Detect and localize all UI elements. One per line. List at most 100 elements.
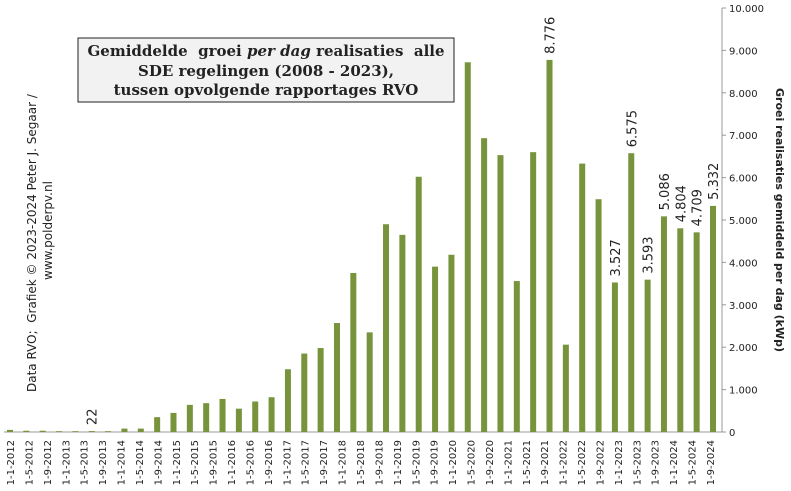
bar: [56, 431, 63, 432]
bar: [530, 152, 537, 432]
bar: [121, 428, 128, 432]
x-tick-label: 1-9-2018: [374, 440, 385, 485]
bar: [235, 408, 242, 432]
x-tick-label: 1-9-2023: [651, 440, 662, 485]
x-tick-label: 1-5-2021: [522, 440, 533, 485]
bar: [660, 216, 667, 432]
bar: [693, 232, 700, 432]
y-tick-label: 5.000: [729, 216, 758, 227]
bar: [611, 282, 618, 432]
x-tick-label: 1-1-2017: [282, 440, 293, 485]
bar: [23, 430, 30, 432]
bar: [105, 431, 112, 432]
x-tick-label: 1-1-2013: [61, 440, 72, 485]
bar: [186, 404, 193, 432]
credit: www.polderpv.nl: [41, 181, 55, 280]
bar: [497, 155, 504, 433]
x-tick-label: 1-9-2015: [209, 440, 220, 485]
value-label: 8.776: [544, 17, 559, 54]
bar: [562, 344, 569, 432]
x-tick-label: 1-5-2018: [356, 440, 367, 485]
y-tick-label: 3.000: [729, 301, 758, 312]
bar: [219, 398, 226, 432]
value-label: 22: [86, 409, 101, 426]
x-tick-label: 1-1-2019: [393, 440, 404, 485]
x-tick-label: 1-9-2016: [264, 440, 275, 485]
x-tick-label: 1-9-2020: [485, 440, 496, 485]
value-label: 4.709: [691, 189, 706, 226]
bar: [677, 228, 684, 432]
value-label: 3.527: [609, 239, 624, 276]
credit: Data RVO; Grafiek © 2023-2024 Peter J. S…: [25, 93, 39, 392]
bar: [268, 397, 275, 432]
bar: [546, 59, 553, 433]
title-box: [77, 37, 455, 103]
y-tick-label: 6.000: [729, 174, 758, 185]
bar: [710, 205, 716, 432]
x-tick-label: 1-5-2019: [411, 440, 422, 485]
bar: [366, 332, 373, 432]
bar: [203, 403, 210, 432]
bar: [88, 431, 95, 432]
y-tick-label: 9.000: [729, 46, 758, 57]
x-tick-label: 1-1-2022: [559, 440, 570, 485]
x-tick-label: 1-9-2022: [595, 440, 606, 485]
x-tick-label: 1-5-2023: [632, 440, 643, 485]
bar: [464, 62, 471, 432]
value-label: 4.804: [674, 185, 689, 222]
bar: [415, 176, 422, 432]
x-tick-label: 1-5-2017: [301, 440, 312, 485]
x-tick-label: 1-9-2017: [319, 440, 330, 485]
x-tick-label: 1-1-2014: [117, 440, 128, 485]
bar: [137, 428, 144, 432]
value-label: 5.332: [707, 163, 722, 200]
bar: [350, 273, 357, 432]
x-tick-label: 1-9-2019: [430, 440, 441, 485]
x-tick-label: 1-1-2015: [172, 440, 183, 485]
x-tick-label: 1-1-2021: [503, 440, 514, 485]
title-part: realisaties alle: [316, 42, 444, 60]
x-tick-label: 1-9-2012: [43, 440, 54, 485]
value-label: 5.086: [658, 173, 673, 210]
bar: [644, 279, 651, 432]
bar: [284, 369, 291, 432]
x-tick-label: 1-1-2012: [6, 440, 17, 485]
x-tick-label: 1-9-2021: [540, 440, 551, 485]
bar: [301, 353, 308, 432]
y-tick-label: 7.000: [729, 131, 758, 142]
title-part: per dag: [247, 42, 311, 60]
bar: [399, 234, 406, 432]
x-tick-label: 1-1-2020: [448, 440, 459, 485]
y-axis-label: Groei realisaties gemiddeld per dag (kWp…: [773, 88, 786, 352]
bar: [252, 401, 259, 432]
bar: [448, 254, 455, 432]
y-tick-label: 10.000: [729, 4, 764, 15]
y-tick-label: 8.000: [729, 89, 758, 100]
bar: [595, 199, 602, 432]
value-label: 6.575: [625, 110, 640, 147]
bar: [39, 430, 46, 432]
chart-title: tussen opvolgende rapportages RVO: [114, 81, 419, 99]
x-tick-label: 1-5-2020: [467, 440, 478, 485]
x-tick-label: 1-1-2016: [227, 440, 238, 485]
bar: [481, 138, 488, 432]
bar: [7, 429, 13, 432]
title-part: Gemiddelde groei: [87, 42, 242, 60]
bar: [628, 153, 635, 432]
bar: [383, 224, 390, 432]
bar: [154, 417, 161, 432]
x-tick-label: 1-5-2012: [24, 440, 35, 485]
y-tick-label: 4.000: [729, 258, 758, 269]
bar: [579, 163, 586, 432]
value-label: 3.593: [642, 236, 657, 273]
x-tick-label: 1-1-2024: [669, 440, 680, 485]
chart-title: SDE regelingen (2008 - 2023),: [138, 62, 394, 80]
bar: [317, 348, 324, 432]
bar: [333, 323, 340, 432]
chart-title: Gemiddelde groei per dag realisaties all…: [87, 42, 444, 60]
x-tick-label: 1-5-2015: [190, 440, 201, 485]
x-tick-label: 1-5-2013: [80, 440, 91, 485]
bar: [513, 281, 520, 432]
x-tick-label: 1-1-2018: [338, 440, 349, 485]
